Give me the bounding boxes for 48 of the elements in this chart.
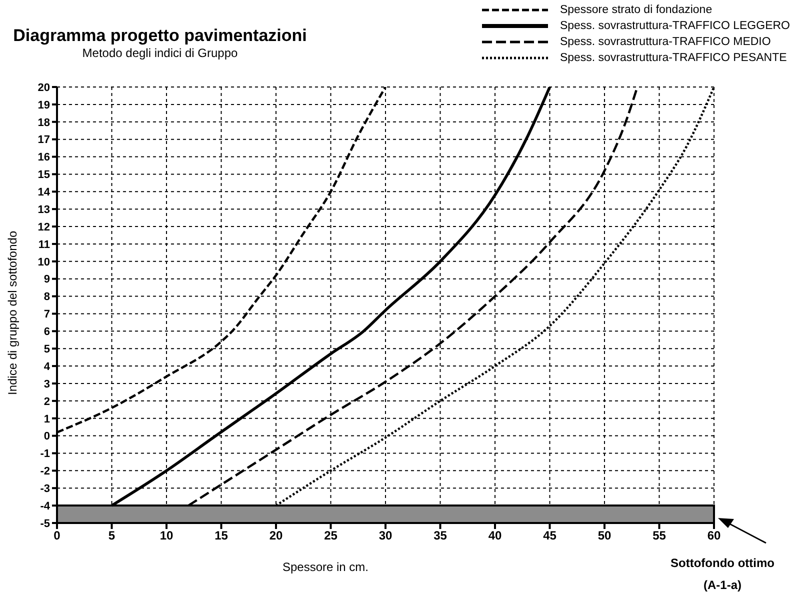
x-tick-label: 15 (214, 528, 228, 543)
y-tick-label: 19 (38, 99, 50, 112)
x-tick-label: 55 (652, 528, 666, 543)
y-tick-label: 3 (44, 378, 50, 390)
y-tick-label: 2 (44, 396, 50, 408)
y-tick-label: 9 (44, 274, 50, 286)
x-tick-label: 25 (324, 528, 338, 543)
y-tick-label: 17 (38, 134, 50, 146)
y-tick-label: 13 (38, 204, 50, 216)
y-tick-label: 15 (38, 169, 50, 182)
legend-label: Spess. sovrastruttura-TRAFFICO MEDIO (560, 36, 771, 48)
y-axis-title: Indice di gruppo del sottofondo (5, 230, 20, 395)
x-tick-label: 30 (378, 528, 392, 543)
y-tick-label: -1 (40, 448, 50, 460)
x-tick-label: 10 (160, 528, 174, 543)
y-tick-label: 14 (38, 186, 51, 199)
legend-label: Spess. sovrastruttura-TRAFFICO LEGGERO (560, 20, 790, 32)
y-tick-label: -3 (40, 483, 50, 496)
y-tick-label: 16 (38, 152, 50, 164)
y-tick-label: 12 (38, 221, 50, 234)
x-tick-label: 50 (598, 528, 612, 543)
y-tick-label: 6 (44, 326, 50, 338)
y-tick-label: 10 (38, 256, 50, 268)
x-tick-label: 40 (488, 528, 502, 543)
y-tick-label: 1 (44, 413, 50, 426)
chart-subtitle: Metodo degli indici di Gruppo (81, 46, 239, 60)
y-tick-label: 11 (38, 238, 50, 251)
x-tick-label: 60 (707, 528, 721, 543)
x-tick-label: 5 (108, 528, 116, 543)
chart-title: Diagramma progetto pavimentazioni (12, 26, 308, 46)
x-tick-label: 35 (434, 528, 448, 543)
y-tick-label: 5 (44, 344, 50, 356)
y-tick-label: 0 (44, 430, 50, 443)
y-tick-label: -4 (40, 500, 51, 512)
x-tick-label: 45 (543, 528, 557, 543)
x-tick-label: 20 (269, 528, 283, 543)
y-tick-label: -5 (40, 518, 50, 530)
legend-label: Spessore strato di fondazione (560, 4, 712, 16)
band-label: Sottofondo ottimo (A-1-a) (670, 555, 776, 594)
y-tick-label: 7 (44, 308, 50, 321)
y-tick-label: 8 (44, 291, 50, 304)
x-axis-title: Spessore in cm. (282, 560, 369, 574)
x-tick-label: 0 (54, 528, 61, 543)
legend-label: Spess. sovrastruttura-TRAFFICO PESANTE (560, 52, 787, 64)
y-tick-label: -2 (40, 466, 50, 478)
y-tick-label: 20 (38, 82, 50, 94)
y-tick-label: 18 (38, 116, 50, 129)
y-tick-label: 4 (44, 360, 51, 373)
